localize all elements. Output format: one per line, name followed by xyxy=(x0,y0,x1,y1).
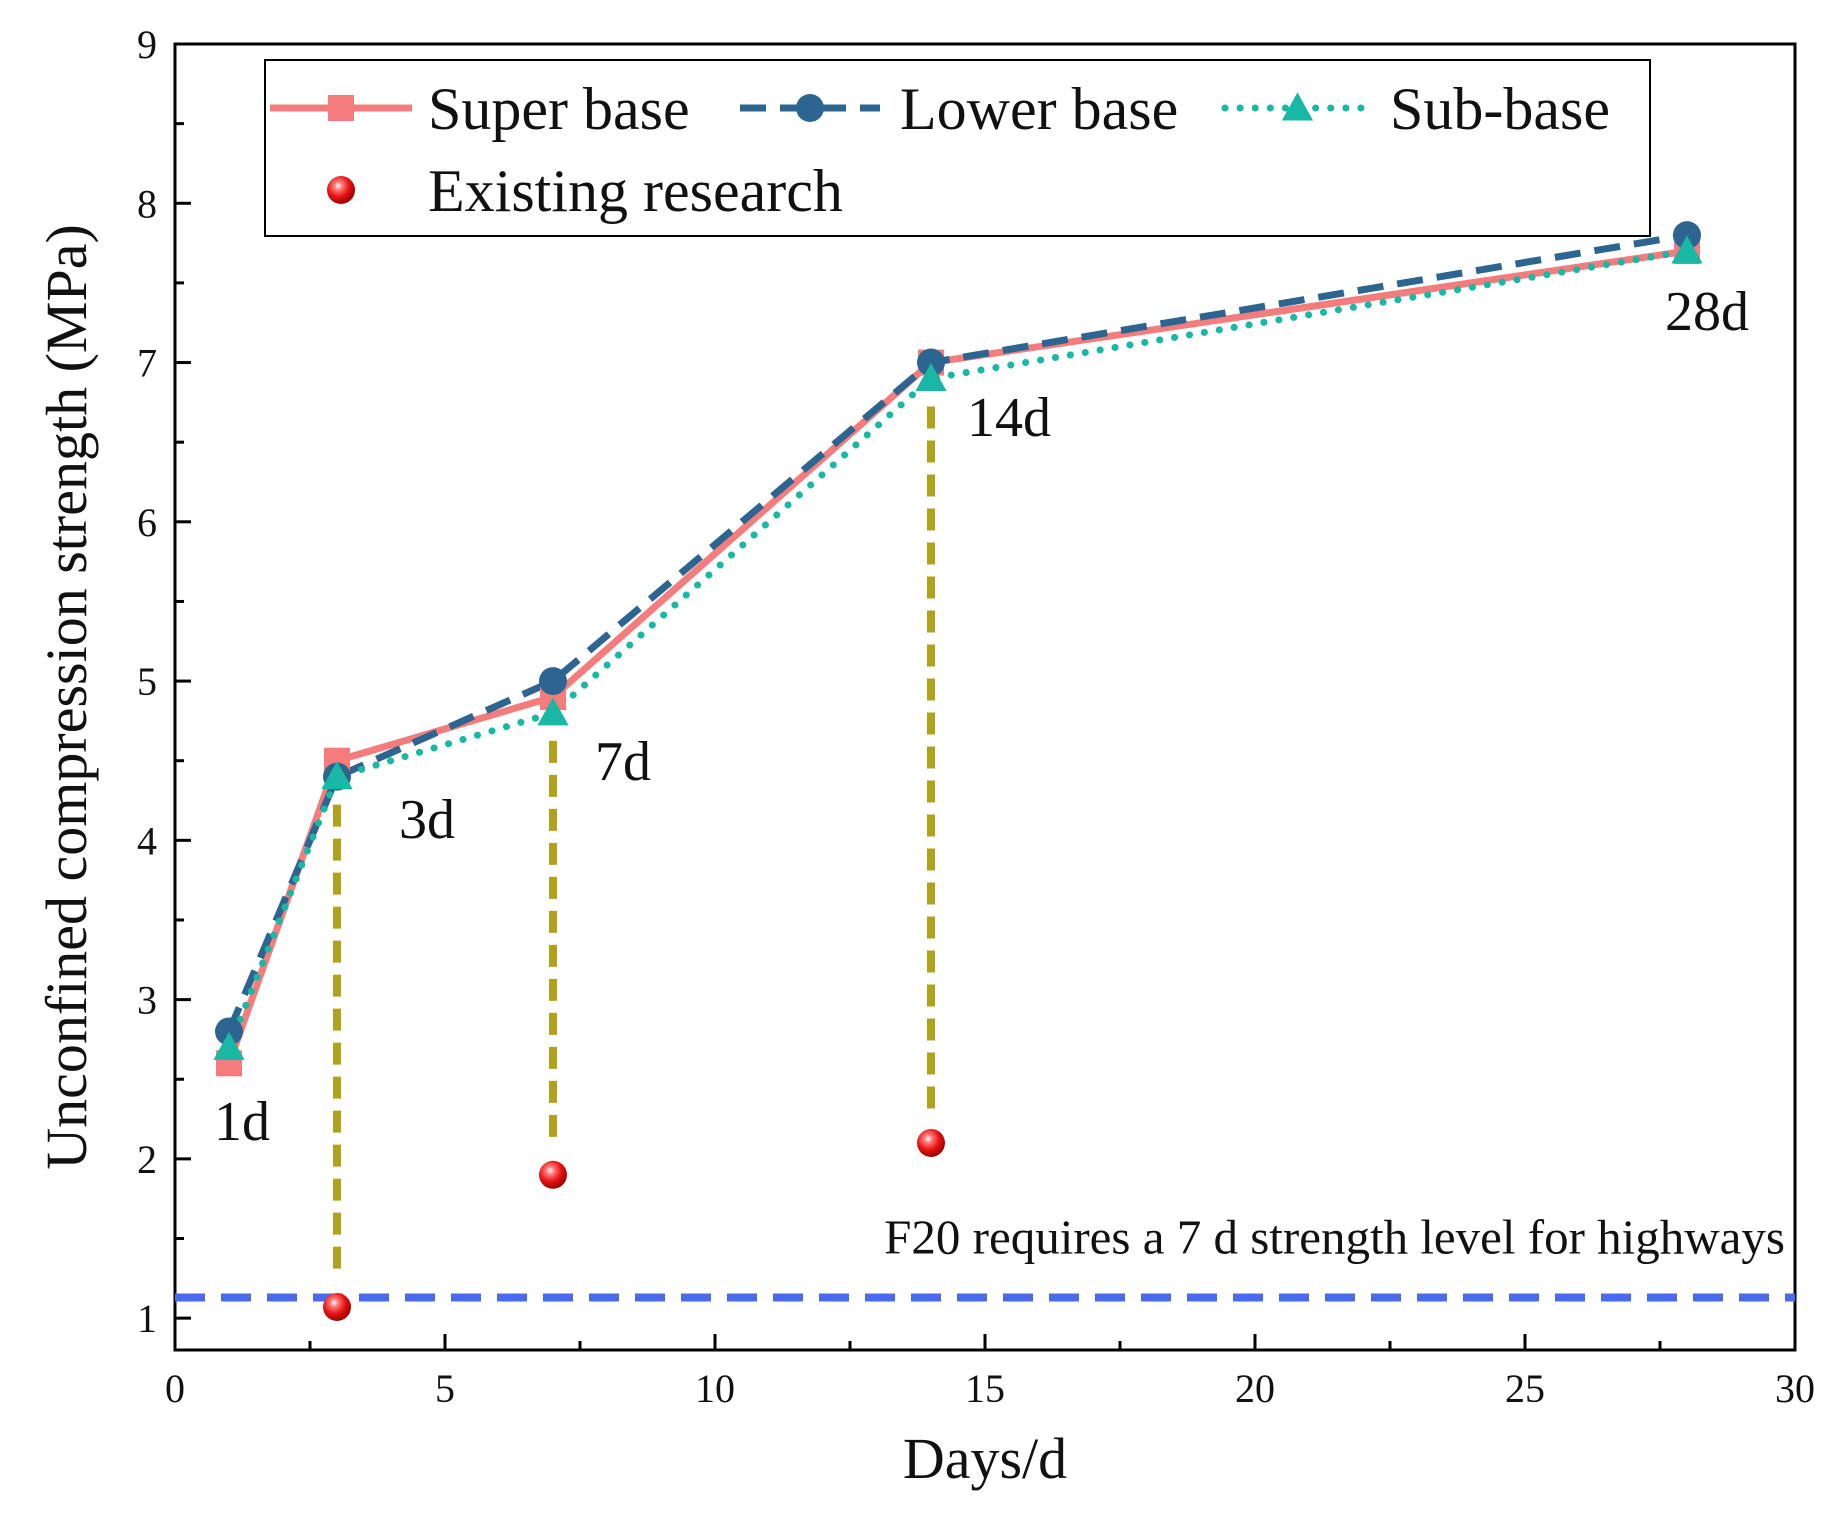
x-tick-label: 5 xyxy=(435,1366,455,1411)
point-label: 3d xyxy=(399,789,455,851)
legend-label: Lower base xyxy=(900,76,1178,142)
point-sub-base xyxy=(1671,235,1703,264)
point-existing-research xyxy=(539,1160,567,1189)
y-tick-label: 5 xyxy=(137,659,157,704)
y-tick-label: 8 xyxy=(137,181,157,226)
point-lower-base xyxy=(1673,221,1701,250)
y-tick-label: 9 xyxy=(137,22,157,67)
point-label: 1d xyxy=(214,1091,270,1153)
legend-label: Sub-base xyxy=(1390,76,1610,142)
axes-layer: 0 5 10 15 20 25 30 1 2 3 4 5 6 7 8 9 xyxy=(137,22,1815,1411)
legend-marker xyxy=(1281,92,1314,121)
x-tick-label: 15 xyxy=(965,1366,1005,1411)
y-tick-label: 4 xyxy=(137,818,157,863)
y-tick-label: 7 xyxy=(137,341,157,386)
plot-frame xyxy=(173,42,1797,1352)
legend-box xyxy=(264,59,1651,237)
legend-marker xyxy=(796,94,824,122)
x-tick-label: 0 xyxy=(165,1366,185,1411)
legend-marker xyxy=(328,95,354,121)
point-label: 14d xyxy=(967,387,1051,449)
point-sub-base xyxy=(321,761,353,790)
y-tick-label: 6 xyxy=(137,500,157,545)
point-lower-base xyxy=(215,1017,243,1046)
point-lower-base xyxy=(917,348,945,377)
series-line-lower-base xyxy=(225,231,1688,1033)
series-line-sub-base xyxy=(225,247,1691,1051)
y-tick-label: 3 xyxy=(137,978,157,1023)
point-existing-research xyxy=(323,1292,351,1321)
point-label: 7d xyxy=(595,731,651,793)
x-axis-title: Days/d xyxy=(903,1426,1067,1491)
x-tick-label: 30 xyxy=(1775,1366,1815,1411)
y-tick-label: 1 xyxy=(137,1296,157,1341)
x-tick-label: 25 xyxy=(1505,1366,1545,1411)
y-axis-title: Unconfined compression strength (MPa) xyxy=(34,224,99,1170)
y-tick-label: 2 xyxy=(137,1137,157,1182)
x-tick-label: 20 xyxy=(1235,1366,1275,1411)
legend: Super base Lower base Sub-base Existing res… xyxy=(264,59,1651,237)
data-layer: F20 requires a 7 d strength level for hi… xyxy=(175,221,1795,1321)
legend-marker xyxy=(327,176,355,204)
reference-line-label: F20 requires a 7 d strength level for hi… xyxy=(884,1209,1785,1264)
point-sub-base xyxy=(213,1031,245,1060)
point-lower-base xyxy=(539,667,567,696)
legend-label: Super base xyxy=(428,76,690,142)
x-tick-label: 10 xyxy=(695,1366,735,1411)
legend-label: Existing research xyxy=(428,158,843,224)
point-existing-research xyxy=(917,1128,945,1157)
point-sub-base xyxy=(915,362,947,391)
point-label: 28d xyxy=(1665,281,1749,343)
point-sub-base xyxy=(537,697,569,726)
series-line-super-base xyxy=(225,247,1688,1065)
